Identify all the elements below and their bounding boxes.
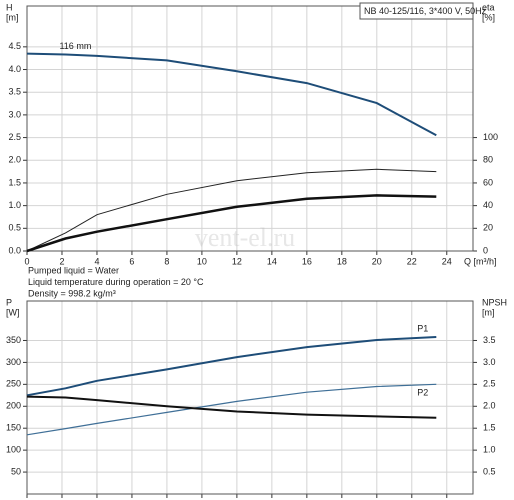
y-axis-label: H xyxy=(6,2,13,12)
y2-tick-label: 20 xyxy=(483,223,493,233)
y2-tick-label: 1.5 xyxy=(483,423,496,433)
x-tick-label: 18 xyxy=(337,256,347,266)
y2-axis-unit: [%] xyxy=(482,12,495,22)
y2-tick-label: 3.0 xyxy=(483,357,496,367)
y-tick-label: 200 xyxy=(6,401,21,411)
y-tick-label: 300 xyxy=(6,357,21,367)
y-tick-label: 3.5 xyxy=(8,87,21,97)
y-tick-label: 1.0 xyxy=(8,200,21,210)
y2-axis-unit: [m] xyxy=(482,307,495,317)
y2-tick-label: 1.0 xyxy=(483,445,496,455)
x-tick-label: 0 xyxy=(24,256,29,266)
chart-title: NB 40-125/116, 3*400 V, 50Hz xyxy=(364,6,487,16)
y2-tick-label: 2.5 xyxy=(483,379,496,389)
y2-axis-label: NPSH xyxy=(482,297,507,307)
y2-tick-label: 100 xyxy=(483,132,498,142)
curve-label: P2 xyxy=(417,388,428,398)
y2-tick-label: 0 xyxy=(483,245,488,255)
y-axis-label: P xyxy=(6,297,12,307)
x-tick-label: 2 xyxy=(59,256,64,266)
y-tick-label: 350 xyxy=(6,335,21,345)
y-axis-unit: [m] xyxy=(6,12,19,22)
curve xyxy=(26,395,437,419)
x-tick-label: 24 xyxy=(442,256,452,266)
y-tick-label: 250 xyxy=(6,379,21,389)
y-tick-label: 150 xyxy=(6,423,21,433)
y-tick-label: 2.5 xyxy=(8,132,21,142)
curve xyxy=(26,383,437,436)
watermark: vent-el.ru xyxy=(195,223,295,252)
x-tick-label: 14 xyxy=(267,256,277,266)
x-axis-label: Q [m³/h] xyxy=(464,256,497,266)
curve xyxy=(26,52,437,137)
y-tick-label: 2.0 xyxy=(8,155,21,165)
y-tick-label: 1.5 xyxy=(8,177,21,187)
x-tick-label: 4 xyxy=(94,256,99,266)
y2-tick-label: 3.5 xyxy=(483,335,496,345)
y-axis-unit: [W] xyxy=(6,307,20,317)
x-tick-label: 12 xyxy=(232,256,242,266)
note: Liquid temperature during operation = 20… xyxy=(28,277,204,287)
note: Density = 998.2 kg/m³ xyxy=(28,288,116,298)
x-tick-label: 8 xyxy=(164,256,169,266)
y2-tick-label: 0.5 xyxy=(483,466,496,476)
y-tick-label: 4.0 xyxy=(8,64,21,74)
y2-tick-label: 2.0 xyxy=(483,401,496,411)
curve-label: P1 xyxy=(417,323,428,333)
title-box xyxy=(359,2,474,20)
x-tick-label: 10 xyxy=(197,256,207,266)
y2-tick-label: 40 xyxy=(483,200,493,210)
y-tick-label: 100 xyxy=(6,445,21,455)
curve-label: 116 mm xyxy=(59,41,91,51)
y2-tick-label: 60 xyxy=(483,177,493,187)
y2-tick-label: 80 xyxy=(483,155,493,165)
plot-frame xyxy=(26,5,474,252)
y-tick-label: 0.0 xyxy=(8,245,21,255)
x-tick-label: 22 xyxy=(407,256,417,266)
y2-axis-label: eta xyxy=(482,2,495,12)
y-tick-label: 0.5 xyxy=(8,223,21,233)
y-tick-label: 3.0 xyxy=(8,109,21,119)
x-tick-label: 6 xyxy=(129,256,134,266)
curve xyxy=(26,168,437,252)
x-tick-label: 16 xyxy=(302,256,312,266)
x-tick-label: 20 xyxy=(372,256,382,266)
y-tick-label: 4.5 xyxy=(8,41,21,51)
curve xyxy=(26,336,437,397)
curve xyxy=(26,194,437,253)
y-tick-label: 50 xyxy=(11,466,21,476)
note: Pumped liquid = Water xyxy=(28,265,119,275)
